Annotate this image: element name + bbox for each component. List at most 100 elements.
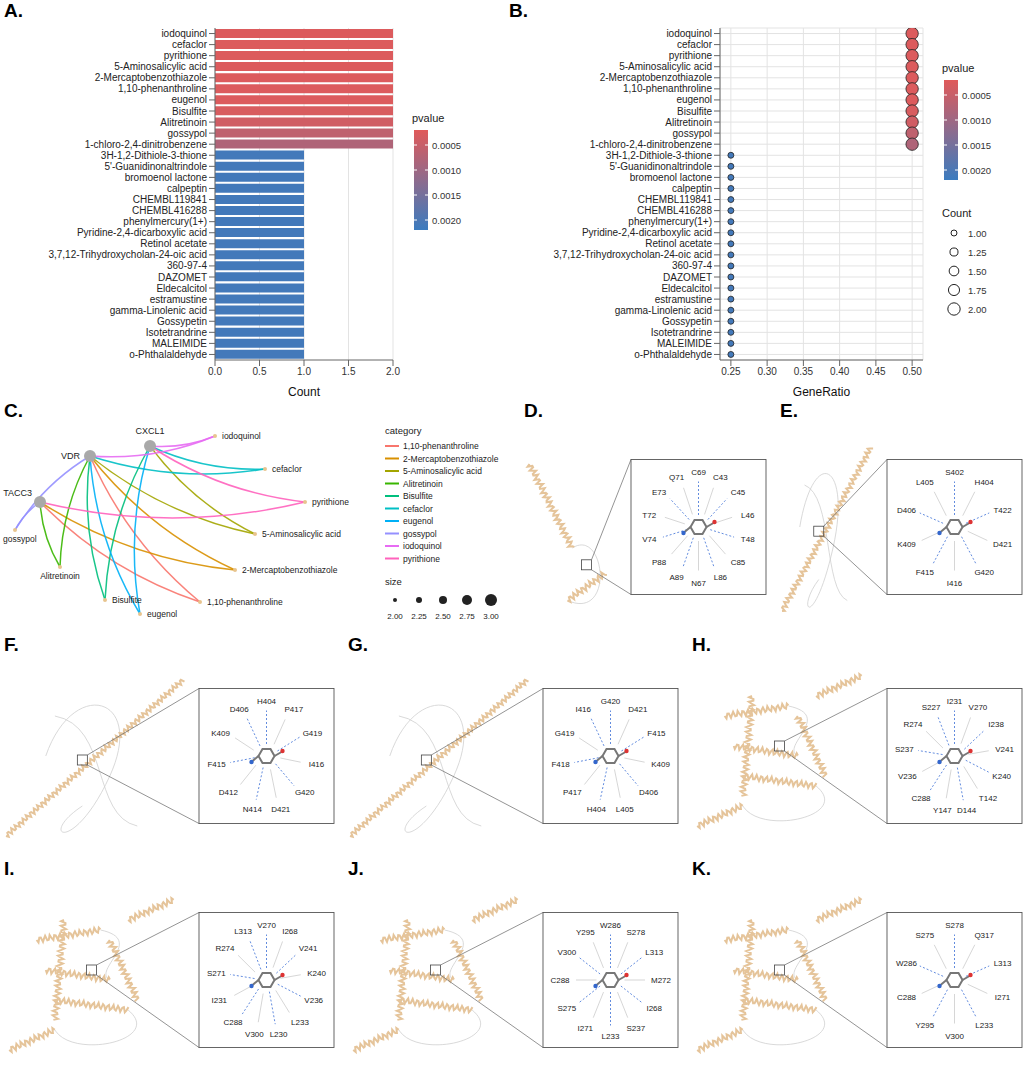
svg-text:V300: V300 [245,1030,264,1039]
svg-text:VDR: VDR [61,451,81,461]
svg-text:CHEMBL119841: CHEMBL119841 [638,194,713,205]
svg-text:Y295: Y295 [915,1021,934,1030]
svg-text:G419: G419 [555,729,575,738]
svg-text:CHEMBL416288: CHEMBL416288 [132,205,207,216]
svg-text:C288: C288 [223,1018,243,1027]
svg-text:DAZOMET: DAZOMET [158,272,207,283]
svg-text:S275: S275 [915,931,934,940]
svg-text:Count: Count [288,385,321,399]
svg-text:Gossypetin: Gossypetin [157,316,207,327]
svg-text:5'-Guanidinonaltrindole: 5'-Guanidinonaltrindole [104,161,207,172]
svg-text:0.30: 0.30 [757,366,777,377]
svg-text:S237: S237 [626,1024,645,1033]
svg-text:gamma-Linolenic acid: gamma-Linolenic acid [110,305,207,316]
svg-text:G420: G420 [974,568,994,577]
svg-text:2-Mercaptobenzothiazole: 2-Mercaptobenzothiazole [95,72,208,83]
svg-text:Alitretinoin: Alitretinoin [403,479,443,489]
svg-text:E73: E73 [652,488,667,497]
svg-text:F415: F415 [647,729,666,738]
svg-text:I416: I416 [947,579,963,588]
svg-text:Bisulfite: Bisulfite [403,491,433,501]
svg-text:C45: C45 [731,488,746,497]
svg-text:2-Mercaptobenzothiazole: 2-Mercaptobenzothiazole [600,72,713,83]
svg-text:H404: H404 [587,805,607,814]
svg-text:gossypol: gossypol [3,534,37,544]
svg-text:L233: L233 [602,1032,620,1041]
svg-text:Y147: Y147 [933,806,952,815]
svg-text:D406: D406 [897,506,917,515]
svg-text:Eldecalcitol: Eldecalcitol [156,283,207,294]
svg-text:S275: S275 [557,1004,576,1013]
svg-text:1.00: 1.00 [968,228,987,239]
svg-text:o-Phthalaldehyde: o-Phthalaldehyde [129,349,207,360]
svg-text:Eldecalcitol: Eldecalcitol [661,283,712,294]
svg-text:estramustine: estramustine [655,294,713,305]
svg-text:V241: V241 [995,745,1014,754]
svg-text:360-97-4: 360-97-4 [672,260,712,271]
svg-text:A89: A89 [669,573,684,582]
svg-text:Q317: Q317 [974,931,994,940]
svg-text:H404: H404 [257,697,277,706]
svg-text:K240: K240 [992,772,1011,781]
svg-text:gamma-Linolenic acid: gamma-Linolenic acid [615,305,712,316]
svg-text:I268: I268 [646,1004,662,1013]
svg-text:T72: T72 [642,511,656,520]
svg-text:S227: S227 [922,703,941,712]
svg-text:I416: I416 [309,760,325,769]
svg-text:1.75: 1.75 [968,285,987,296]
svg-text:Isotetrandrine: Isotetrandrine [651,327,713,338]
svg-text:eugenol: eugenol [676,94,712,105]
svg-text:pyrithione: pyrithione [669,50,713,61]
svg-text:N67: N67 [691,579,706,588]
svg-text:F415: F415 [207,760,226,769]
svg-text:CHEMBL416288: CHEMBL416288 [637,205,712,216]
svg-text:0.25: 0.25 [721,366,741,377]
svg-text:1,10-phenanthroline: 1,10-phenanthroline [118,83,207,94]
svg-text:cefaclor: cefaclor [272,464,302,474]
svg-text:5-Aminosalicylic acid: 5-Aminosalicylic acid [262,529,341,539]
svg-text:2.0: 2.0 [386,366,400,377]
svg-text:Count: Count [942,207,971,219]
svg-text:Alitretinoin: Alitretinoin [160,117,207,128]
svg-text:gossypol: gossypol [168,128,207,139]
svg-text:eugenol: eugenol [147,609,177,619]
svg-text:D412: D412 [219,788,239,797]
svg-text:0.0020: 0.0020 [432,215,461,226]
svg-text:3H-1,2-Dithiole-3-thione: 3H-1,2-Dithiole-3-thione [606,150,713,161]
svg-text:category: category [385,425,422,436]
svg-text:L313: L313 [645,948,663,957]
svg-text:eugenol: eugenol [171,94,207,105]
svg-text:I271: I271 [995,993,1011,1002]
svg-text:1.0: 1.0 [297,366,311,377]
svg-text:pvalue: pvalue [412,112,444,124]
svg-text:I416: I416 [575,705,591,714]
svg-text:I238: I238 [988,720,1004,729]
svg-text:V74: V74 [642,535,657,544]
svg-text:MALEIMIDE: MALEIMIDE [152,338,207,349]
svg-text:pvalue: pvalue [942,62,974,74]
svg-text:G420: G420 [295,788,315,797]
svg-text:1,10-phenanthroline: 1,10-phenanthroline [403,441,479,451]
svg-text:gossypol: gossypol [403,529,437,539]
svg-text:K409: K409 [651,760,670,769]
svg-text:D144: D144 [957,806,977,815]
svg-text:2.00: 2.00 [968,304,987,315]
svg-text:gossypol: gossypol [673,128,712,139]
svg-text:iodoquinol: iodoquinol [403,541,442,551]
svg-text:L405: L405 [916,478,934,487]
svg-text:L86: L86 [714,573,728,582]
svg-text:L233: L233 [291,1018,309,1027]
svg-text:1.5: 1.5 [342,366,356,377]
svg-text:S271: S271 [207,969,226,978]
svg-text:DAZOMET: DAZOMET [663,272,712,283]
svg-text:K409: K409 [897,540,916,549]
svg-text:MALEIMIDE: MALEIMIDE [657,338,712,349]
svg-text:C288: C288 [897,993,917,1002]
svg-text:0.5: 0.5 [253,366,267,377]
svg-text:I231: I231 [211,996,227,1005]
svg-text:C288: C288 [911,794,931,803]
svg-text:S237: S237 [895,745,914,754]
svg-text:Bisulfite: Bisulfite [112,595,142,605]
svg-text:0.0010: 0.0010 [962,115,991,126]
svg-text:1-chloro-2,4-dinitrobenzene: 1-chloro-2,4-dinitrobenzene [590,139,713,150]
